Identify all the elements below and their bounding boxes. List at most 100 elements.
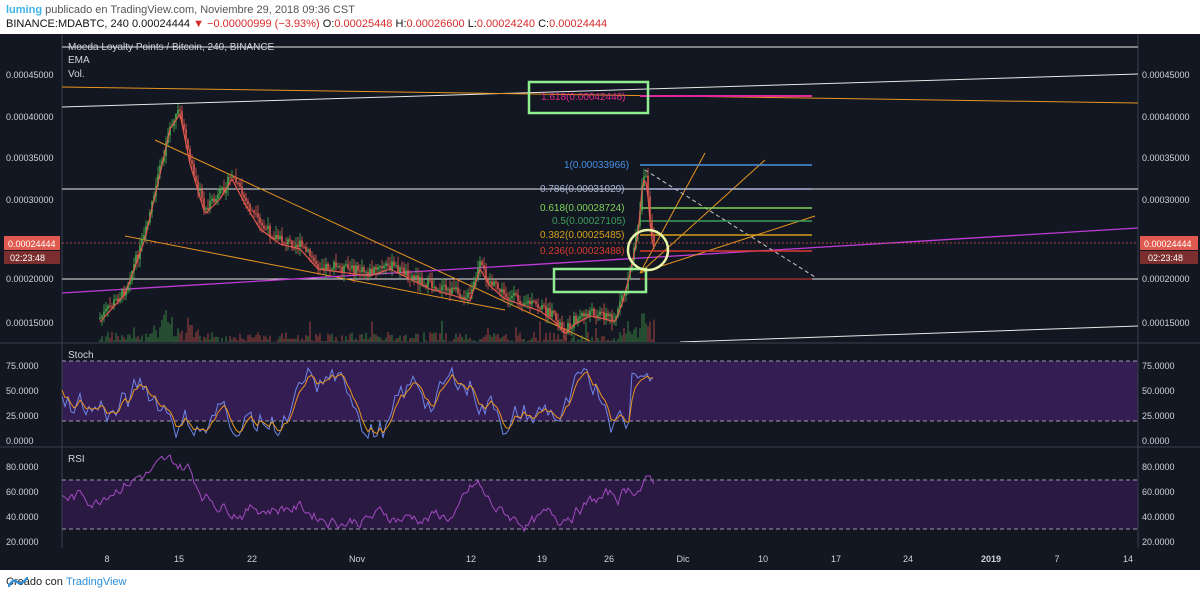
candle-body[interactable] <box>237 182 239 184</box>
candle-body[interactable] <box>385 263 387 266</box>
candle-body[interactable] <box>193 163 195 177</box>
candle-body[interactable] <box>405 270 407 276</box>
candle-body[interactable] <box>251 210 253 212</box>
candle-body[interactable] <box>515 293 517 295</box>
projection-line[interactable] <box>644 169 816 278</box>
candle-body[interactable] <box>113 299 115 307</box>
candle-body[interactable] <box>401 267 403 269</box>
candle-body[interactable] <box>561 322 563 329</box>
candle-body[interactable] <box>181 110 183 124</box>
candle-body[interactable] <box>583 313 585 317</box>
candle-body[interactable] <box>535 301 537 305</box>
vol-legend[interactable]: Vol. <box>68 69 85 80</box>
candle-body[interactable] <box>407 270 409 279</box>
candle-body[interactable] <box>103 311 105 316</box>
trend-line[interactable] <box>62 86 1138 104</box>
candle-body[interactable] <box>415 275 417 279</box>
candle-body[interactable] <box>253 210 255 214</box>
candle-body[interactable] <box>115 298 117 300</box>
candle-body[interactable] <box>573 316 575 328</box>
candle-body[interactable] <box>317 264 319 269</box>
candle-body[interactable] <box>207 207 209 210</box>
candle-body[interactable] <box>117 298 119 302</box>
candle-body[interactable] <box>491 281 493 286</box>
candle-body[interactable] <box>397 265 399 274</box>
candle-body[interactable] <box>507 297 509 299</box>
candle-body[interactable] <box>189 148 191 161</box>
candle-body[interactable] <box>283 242 285 244</box>
candle-body[interactable] <box>617 308 619 317</box>
candle-body[interactable] <box>457 287 459 294</box>
candle-body[interactable] <box>373 267 375 274</box>
candle-body[interactable] <box>201 189 203 199</box>
candle-body[interactable] <box>485 268 487 280</box>
candle-body[interactable] <box>599 311 601 316</box>
candle-body[interactable] <box>481 261 483 265</box>
candle-body[interactable] <box>219 190 221 195</box>
candle-body[interactable] <box>603 311 605 320</box>
candle-body[interactable] <box>489 281 491 284</box>
candle-body[interactable] <box>267 226 269 229</box>
candle-body[interactable] <box>311 256 313 258</box>
candle-body[interactable] <box>607 313 609 317</box>
candle-body[interactable] <box>233 176 235 178</box>
candle-body[interactable] <box>343 265 345 273</box>
candle-body[interactable] <box>459 293 461 299</box>
candle-body[interactable] <box>123 289 125 296</box>
candle-body[interactable] <box>135 254 137 265</box>
candle-body[interactable] <box>455 287 457 290</box>
candle-body[interactable] <box>557 320 559 326</box>
candle-body[interactable] <box>231 176 233 178</box>
candle-body[interactable] <box>505 293 507 298</box>
candle-body[interactable] <box>383 265 385 269</box>
candle-body[interactable] <box>345 264 347 266</box>
candle-body[interactable] <box>461 296 463 299</box>
candle-body[interactable] <box>159 165 161 175</box>
candle-body[interactable] <box>375 267 377 270</box>
candle-body[interactable] <box>553 310 555 313</box>
candle-body[interactable] <box>305 246 307 252</box>
candle-body[interactable] <box>421 277 423 286</box>
candle-body[interactable] <box>203 198 205 210</box>
candle-body[interactable] <box>307 249 309 252</box>
candle-body[interactable] <box>107 305 109 309</box>
candle-body[interactable] <box>547 308 549 316</box>
candle-body[interactable] <box>501 289 503 293</box>
chart-svg[interactable]: 1.618(0.00042446) 1(0.00033966) 0.786(0.… <box>0 34 1200 570</box>
candle-body[interactable] <box>567 323 569 334</box>
candle-body[interactable] <box>323 267 325 271</box>
candle-body[interactable] <box>465 297 467 299</box>
candle-body[interactable] <box>243 194 245 198</box>
candle-body[interactable] <box>619 301 621 309</box>
candle-body[interactable] <box>175 114 177 121</box>
candle-body[interactable] <box>473 281 475 290</box>
candle-body[interactable] <box>239 182 241 187</box>
candle-body[interactable] <box>269 226 271 237</box>
candle-body[interactable] <box>471 289 473 294</box>
candle-body[interactable] <box>605 313 607 320</box>
candle-body[interactable] <box>509 298 511 300</box>
candle-body[interactable] <box>381 266 383 269</box>
candle-body[interactable] <box>221 187 223 191</box>
candle-body[interactable] <box>129 280 131 285</box>
candle-body[interactable] <box>429 279 431 281</box>
candle-body[interactable] <box>587 313 589 317</box>
candle-body[interactable] <box>579 316 581 319</box>
candle-body[interactable] <box>545 306 547 316</box>
trend-line[interactable] <box>62 227 1138 294</box>
candle-body[interactable] <box>261 223 263 226</box>
candle-body[interactable] <box>329 269 331 271</box>
candle-body[interactable] <box>585 313 587 317</box>
candle-body[interactable] <box>453 287 455 290</box>
candle-body[interactable] <box>247 200 249 205</box>
fan-line[interactable] <box>639 159 766 274</box>
candle-body[interactable] <box>183 123 185 130</box>
candle-body[interactable] <box>365 271 367 273</box>
candle-body[interactable] <box>575 316 577 324</box>
candle-body[interactable] <box>495 281 497 284</box>
candle-body[interactable] <box>569 323 571 328</box>
candle-body[interactable] <box>497 283 499 290</box>
rsi-legend[interactable]: RSI <box>68 454 85 465</box>
candle-body[interactable] <box>395 265 397 267</box>
candle-body[interactable] <box>177 109 179 115</box>
